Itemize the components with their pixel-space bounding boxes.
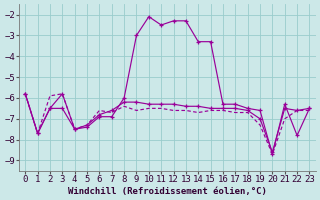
X-axis label: Windchill (Refroidissement éolien,°C): Windchill (Refroidissement éolien,°C) xyxy=(68,187,267,196)
